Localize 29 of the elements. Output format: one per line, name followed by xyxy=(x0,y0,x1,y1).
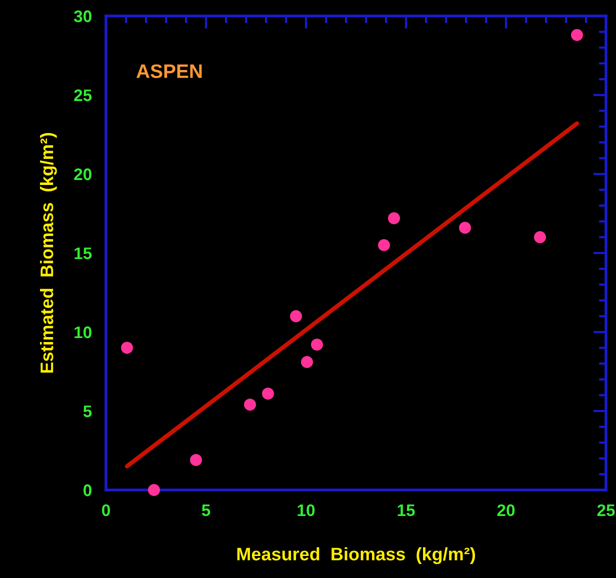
point xyxy=(388,212,400,224)
point xyxy=(244,398,256,411)
x-tick-label: 0 xyxy=(102,504,110,516)
point xyxy=(190,454,202,466)
y-tick-label: 25 xyxy=(74,89,92,102)
y-axis-title: Estimated Biomass (kg/m²) xyxy=(40,132,57,373)
point xyxy=(262,388,274,400)
y-tick-label: 20 xyxy=(74,168,92,180)
point xyxy=(458,222,472,234)
x-tick-label: 20 xyxy=(497,504,515,516)
point xyxy=(120,342,134,354)
y-tick-label: 15 xyxy=(74,248,92,260)
y-tick-label: 0 xyxy=(84,484,92,496)
y-tick-label: 5 xyxy=(83,406,92,418)
y-tick-label: 10 xyxy=(74,326,92,338)
x-axis-title: Measured Biomass (kg/m²) xyxy=(237,547,476,564)
point xyxy=(378,239,390,252)
point xyxy=(148,484,160,496)
y-tick-label: 30 xyxy=(74,10,92,22)
x-tick-label: 10 xyxy=(298,504,315,516)
x-tick-label: 5 xyxy=(202,504,210,516)
point xyxy=(570,28,584,41)
point xyxy=(290,310,302,322)
point xyxy=(310,338,324,351)
point xyxy=(300,356,314,368)
annotation: ASPEN xyxy=(136,64,202,78)
x-tick-label: 15 xyxy=(398,504,415,516)
x-tick-label: 25 xyxy=(597,504,615,516)
point xyxy=(534,231,546,244)
